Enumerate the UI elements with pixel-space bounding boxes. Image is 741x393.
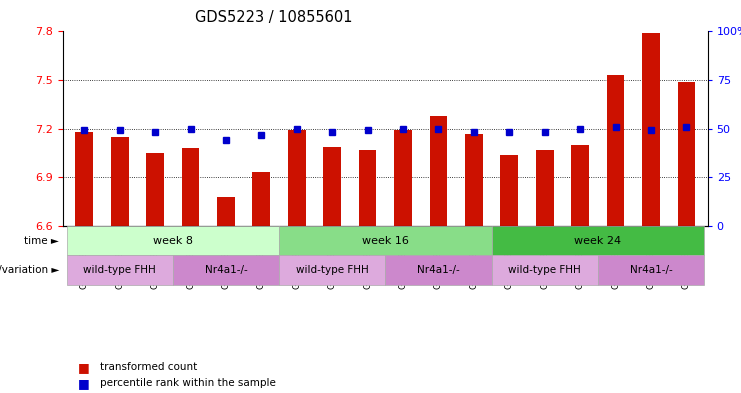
Bar	[359, 150, 376, 226]
Bar	[182, 148, 199, 226]
Bar	[279, 226, 491, 255]
Text: week 24: week 24	[574, 236, 622, 246]
Bar	[465, 134, 482, 226]
Text: ■: ■	[78, 376, 90, 390]
Text: wild-type FHH: wild-type FHH	[296, 265, 368, 275]
Text: week 8: week 8	[153, 236, 193, 246]
Bar	[430, 116, 448, 226]
Bar	[253, 173, 270, 226]
Bar	[288, 130, 305, 226]
Text: Nr4a1-/-: Nr4a1-/-	[630, 265, 672, 275]
Text: percentile rank within the sample: percentile rank within the sample	[100, 378, 276, 388]
Bar	[677, 82, 695, 226]
Bar	[76, 132, 93, 226]
Text: GDS5223 / 10855601: GDS5223 / 10855601	[196, 10, 353, 25]
Text: wild-type FHH: wild-type FHH	[83, 265, 156, 275]
Bar	[607, 75, 625, 226]
Text: Nr4a1-/-: Nr4a1-/-	[205, 265, 247, 275]
Bar	[491, 226, 704, 255]
Text: transformed count: transformed count	[100, 362, 197, 373]
Bar	[67, 255, 173, 285]
Bar	[173, 255, 279, 285]
Text: ■: ■	[78, 361, 90, 374]
Bar	[394, 130, 412, 226]
Text: wild-type FHH: wild-type FHH	[508, 265, 581, 275]
Bar	[385, 255, 491, 285]
Bar	[598, 255, 704, 285]
Bar	[491, 255, 598, 285]
Bar	[146, 153, 164, 226]
Text: time ►: time ►	[24, 236, 59, 246]
Bar	[500, 154, 518, 226]
Bar	[571, 145, 589, 226]
Bar	[217, 197, 235, 226]
Bar	[536, 150, 554, 226]
Bar	[642, 33, 659, 226]
Bar	[111, 137, 128, 226]
Text: genotype/variation ►: genotype/variation ►	[0, 265, 59, 275]
Bar	[323, 147, 341, 226]
Bar	[67, 226, 279, 255]
Text: Nr4a1-/-: Nr4a1-/-	[417, 265, 460, 275]
Text: week 16: week 16	[362, 236, 409, 246]
Bar	[279, 255, 385, 285]
